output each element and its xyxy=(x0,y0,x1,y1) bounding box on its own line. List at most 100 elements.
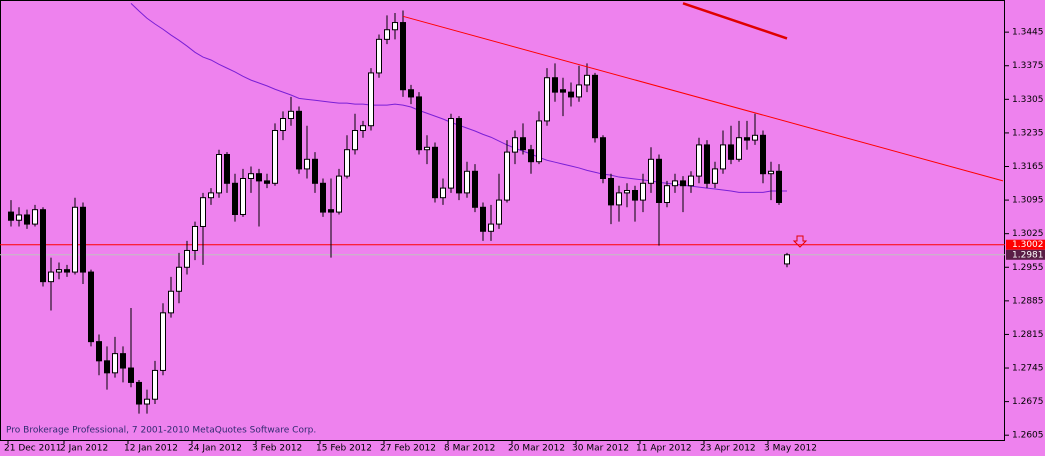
candle-body xyxy=(424,146,430,151)
y-tick-label: 1.3375 xyxy=(1012,61,1044,71)
candle-body xyxy=(48,271,54,283)
x-tick-label: 21 Dec 2011 xyxy=(4,444,62,454)
candle-body xyxy=(176,266,182,292)
copyright: Pro Brokerage Professional, 7 2001-2010 … xyxy=(6,426,316,436)
candle-body xyxy=(592,74,598,139)
candle-body xyxy=(208,192,214,199)
candle-body xyxy=(152,369,158,400)
y-tick-label: 1.3235 xyxy=(1012,128,1044,138)
y-tick-label: 1.3445 xyxy=(1012,28,1044,38)
alert-arrow xyxy=(792,235,808,248)
candle-body xyxy=(16,214,22,221)
x-tick-label: 20 Mar 2012 xyxy=(508,444,565,454)
candle-body xyxy=(656,158,662,203)
candle-body xyxy=(336,175,342,213)
candle-body xyxy=(768,170,774,175)
candle-body xyxy=(144,398,150,405)
price-box-label: 1.3002 xyxy=(1012,240,1044,250)
candle-body xyxy=(696,144,702,177)
candle-body xyxy=(464,170,470,194)
candle-body xyxy=(704,144,710,184)
y-tick-label: 1.3095 xyxy=(1012,196,1044,206)
candle-body xyxy=(264,180,270,184)
candle-body xyxy=(184,249,190,268)
candle-body xyxy=(256,173,262,182)
candle-body xyxy=(72,206,78,273)
candle-body xyxy=(160,312,166,371)
candle-body xyxy=(552,77,558,93)
candle-body xyxy=(432,146,438,199)
candle-body xyxy=(728,144,734,160)
candle-body xyxy=(504,151,510,201)
y-tick-label: 1.3025 xyxy=(1012,229,1044,239)
candle-body xyxy=(88,271,94,343)
candle-body xyxy=(352,130,358,151)
candle-body xyxy=(672,180,678,187)
candle-body xyxy=(720,144,726,170)
candle-body xyxy=(736,137,742,160)
candle-body xyxy=(368,72,374,127)
candle-body xyxy=(192,225,198,251)
candle-body xyxy=(448,118,454,189)
candle-body xyxy=(280,118,286,132)
y-tick-label: 1.2675 xyxy=(1012,397,1044,407)
y-tick-label: 1.2815 xyxy=(1012,330,1044,340)
candle-body xyxy=(168,290,174,314)
candle-body xyxy=(624,189,630,194)
y-tick-label: 1.2955 xyxy=(1012,263,1044,273)
x-tick-label: 8 Mar 2012 xyxy=(444,444,495,454)
candle-body xyxy=(512,137,518,153)
candle-body xyxy=(600,137,606,179)
y-tick-label: 1.3305 xyxy=(1012,95,1044,105)
candle-body xyxy=(664,185,670,203)
candle-body xyxy=(392,22,398,31)
candle-body xyxy=(560,89,566,93)
candle-body xyxy=(568,91,574,98)
candle-body xyxy=(480,206,486,232)
candle-body xyxy=(104,360,110,374)
candle-body xyxy=(296,110,302,170)
x-tick-label: 3 May 2012 xyxy=(764,444,817,454)
candle-body xyxy=(120,353,126,369)
candle-body xyxy=(24,214,30,225)
candle-body xyxy=(376,38,382,74)
candle-body xyxy=(528,149,534,163)
candle-body xyxy=(400,22,406,91)
candle-body xyxy=(224,154,230,184)
candle-body xyxy=(272,130,278,184)
candle-body xyxy=(576,84,582,98)
candle-body xyxy=(416,96,422,151)
candle-body xyxy=(344,149,350,177)
candle-body xyxy=(496,199,502,225)
candle-body xyxy=(408,89,414,98)
candle-body xyxy=(776,170,782,203)
candle-body xyxy=(632,189,638,201)
candle-body xyxy=(688,175,694,187)
candle-body xyxy=(56,269,62,273)
x-tick-label: 23 Apr 2012 xyxy=(700,444,756,454)
candle-body xyxy=(752,134,758,141)
candle-body xyxy=(248,173,254,179)
y-tick-label: 1.2885 xyxy=(1012,296,1044,306)
candle-body xyxy=(544,77,550,122)
x-tick-label: 12 Jan 2012 xyxy=(124,444,178,454)
candle-body xyxy=(640,182,646,201)
y-tick-label: 1.2745 xyxy=(1012,364,1044,374)
candle-body xyxy=(96,341,102,362)
candle-body xyxy=(312,158,318,184)
candle-body xyxy=(384,29,390,40)
candle-body xyxy=(536,120,542,163)
x-tick-label: 30 Mar 2012 xyxy=(572,444,629,454)
y-tick-label: 1.2605 xyxy=(1012,431,1044,441)
x-tick-label: 15 Feb 2012 xyxy=(316,444,372,454)
candle-body xyxy=(712,168,718,184)
candle-body xyxy=(80,206,86,273)
candle-body xyxy=(328,209,334,213)
candle-body xyxy=(200,197,206,227)
candle-body xyxy=(440,187,446,199)
candle-body xyxy=(136,381,142,405)
trendline xyxy=(402,15,1004,182)
x-tick-label: 2 Jan 2012 xyxy=(60,444,108,454)
